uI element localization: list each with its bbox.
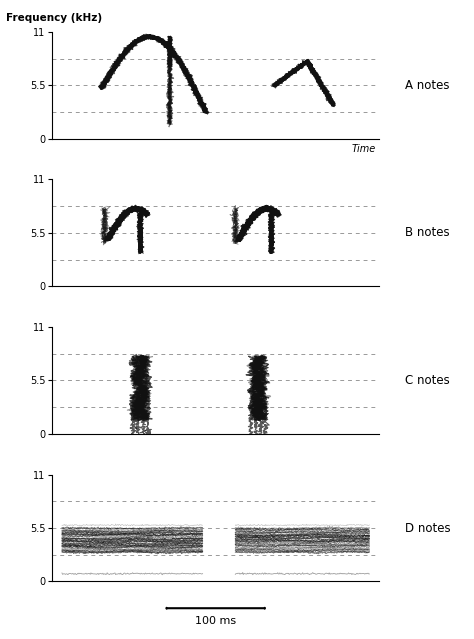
Text: D notes: D notes xyxy=(405,521,451,535)
Text: Time: Time xyxy=(352,144,376,154)
Text: A notes: A notes xyxy=(405,79,450,92)
Text: 100 ms: 100 ms xyxy=(195,616,236,626)
Text: B notes: B notes xyxy=(405,226,450,240)
Text: Frequency (kHz): Frequency (kHz) xyxy=(6,13,102,23)
Text: C notes: C notes xyxy=(405,374,450,387)
